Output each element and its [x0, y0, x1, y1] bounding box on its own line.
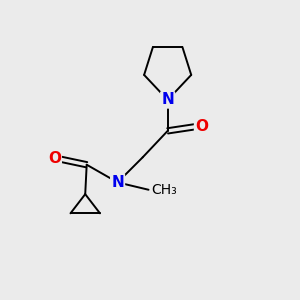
Text: N: N	[111, 175, 124, 190]
Text: N: N	[161, 92, 174, 107]
Text: CH₃: CH₃	[151, 183, 177, 197]
Text: O: O	[195, 119, 208, 134]
Text: O: O	[48, 151, 61, 166]
